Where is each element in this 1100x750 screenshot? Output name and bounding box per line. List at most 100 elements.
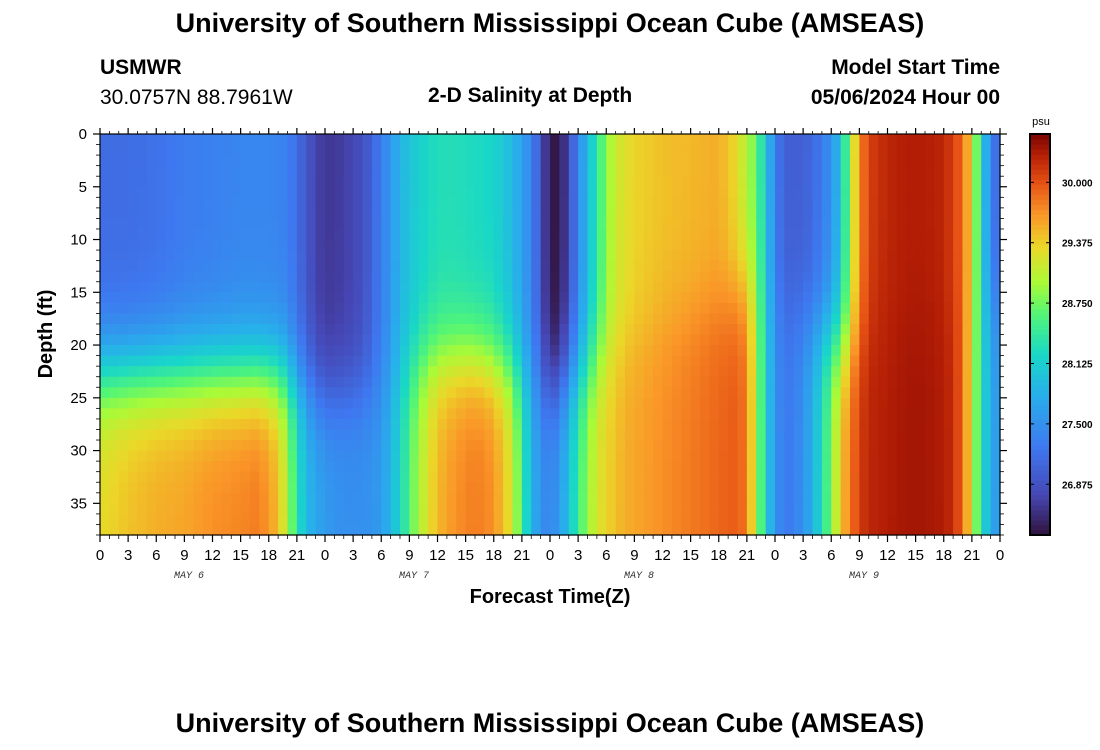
heatmap-cell	[287, 302, 298, 314]
heatmap-cell	[100, 176, 110, 188]
heatmap-cell	[165, 155, 176, 167]
heatmap-cell	[146, 165, 157, 177]
heatmap-cell	[137, 134, 148, 146]
heatmap-cell	[925, 207, 935, 220]
heatmap-cell	[503, 418, 514, 431]
heatmap-cell	[184, 345, 195, 357]
heatmap-cell	[437, 239, 448, 251]
heatmap-cell	[343, 281, 354, 293]
heatmap-cell	[465, 334, 476, 346]
heatmap-cell	[521, 408, 532, 420]
heatmap-cell	[653, 461, 664, 473]
heatmap-cell	[212, 239, 223, 251]
heatmap-cell	[456, 397, 467, 409]
heatmap-cell	[118, 366, 129, 378]
heatmap-cell	[578, 260, 589, 272]
heatmap-cell	[165, 376, 176, 388]
heatmap-cell	[915, 503, 926, 515]
heatmap-cell	[765, 429, 776, 441]
heatmap-cell	[512, 471, 523, 483]
heatmap-cell	[287, 239, 298, 251]
heatmap-cell	[287, 524, 298, 536]
heatmap-cell	[315, 355, 326, 367]
heatmap-cell	[906, 461, 917, 473]
heatmap-cell	[681, 281, 692, 293]
heatmap-cell	[428, 197, 439, 209]
heatmap-cell	[859, 387, 870, 399]
heatmap-cell	[943, 186, 954, 198]
heatmap-cell	[521, 271, 532, 283]
heatmap-cell	[128, 503, 139, 515]
heatmap-cell	[700, 176, 710, 188]
heatmap-cell	[840, 313, 851, 325]
colorbar-swatch	[1030, 309, 1050, 316]
heatmap-cell	[250, 471, 260, 483]
heatmap-cell	[615, 440, 626, 452]
heatmap-cell	[850, 207, 860, 220]
heatmap-cell	[418, 218, 429, 230]
heatmap-cell	[146, 513, 157, 526]
heatmap-cell	[484, 471, 495, 483]
heatmap-cell	[521, 397, 532, 409]
heatmap-cell	[934, 482, 945, 494]
heatmap-cell	[128, 440, 139, 452]
heatmap-cell	[990, 461, 1001, 473]
heatmap-cell	[775, 376, 785, 388]
heatmap-cell	[409, 345, 420, 357]
colorbar-swatch	[1030, 219, 1050, 225]
heatmap-cell	[578, 281, 589, 293]
heatmap-cell	[371, 471, 382, 483]
heatmap-cell	[728, 271, 739, 283]
heatmap-cell	[212, 376, 223, 388]
heatmap-cell	[634, 524, 645, 536]
heatmap-cell	[540, 482, 551, 494]
heatmap-cell	[868, 450, 879, 462]
heatmap-cell	[456, 366, 467, 378]
heatmap-cell	[250, 228, 260, 241]
heatmap-cell	[671, 155, 682, 167]
heatmap-cell	[615, 397, 626, 409]
heatmap-cell	[437, 218, 448, 230]
heatmap-cell	[878, 471, 889, 483]
heatmap-cell	[831, 524, 842, 536]
heatmap-cell	[456, 418, 467, 431]
heatmap-cell	[465, 197, 476, 209]
heatmap-cell	[634, 418, 645, 431]
heatmap-cell	[559, 165, 570, 177]
heatmap-cell	[184, 176, 195, 188]
heatmap-cell	[625, 250, 635, 262]
heatmap-cell	[550, 397, 560, 409]
heatmap-cell	[362, 207, 373, 220]
heatmap-cell	[156, 228, 167, 241]
heatmap-cell	[531, 482, 542, 494]
heatmap-cell	[671, 260, 682, 272]
x-tick-label: 3	[574, 547, 582, 564]
heatmap-cell	[390, 418, 401, 431]
heatmap-cell	[634, 334, 645, 346]
heatmap-cell	[700, 397, 710, 409]
heatmap-cell	[531, 408, 542, 420]
heatmap-cell	[803, 376, 814, 388]
heatmap-cell	[887, 176, 898, 188]
heatmap-cell	[915, 429, 926, 441]
heatmap-cell	[540, 186, 551, 198]
heatmap-cell	[268, 503, 279, 515]
heatmap-cell	[493, 450, 504, 462]
heatmap-cell	[887, 144, 898, 156]
heatmap-cell	[831, 334, 842, 346]
heatmap-cell	[128, 165, 139, 177]
heatmap-cell	[896, 207, 907, 220]
heatmap-cell	[887, 281, 898, 293]
heatmap-cell	[896, 334, 907, 346]
heatmap-cell	[259, 313, 270, 325]
heatmap-cell	[550, 461, 560, 473]
heatmap-cell	[418, 355, 429, 367]
heatmap-cell	[287, 408, 298, 420]
heatmap-cell	[662, 271, 673, 283]
heatmap-cell	[953, 176, 964, 188]
heatmap-cell	[953, 513, 964, 526]
heatmap-cell	[315, 250, 326, 262]
x-tick-label: 12	[879, 547, 896, 564]
heatmap-cell	[634, 165, 645, 177]
heatmap-cell	[315, 165, 326, 177]
